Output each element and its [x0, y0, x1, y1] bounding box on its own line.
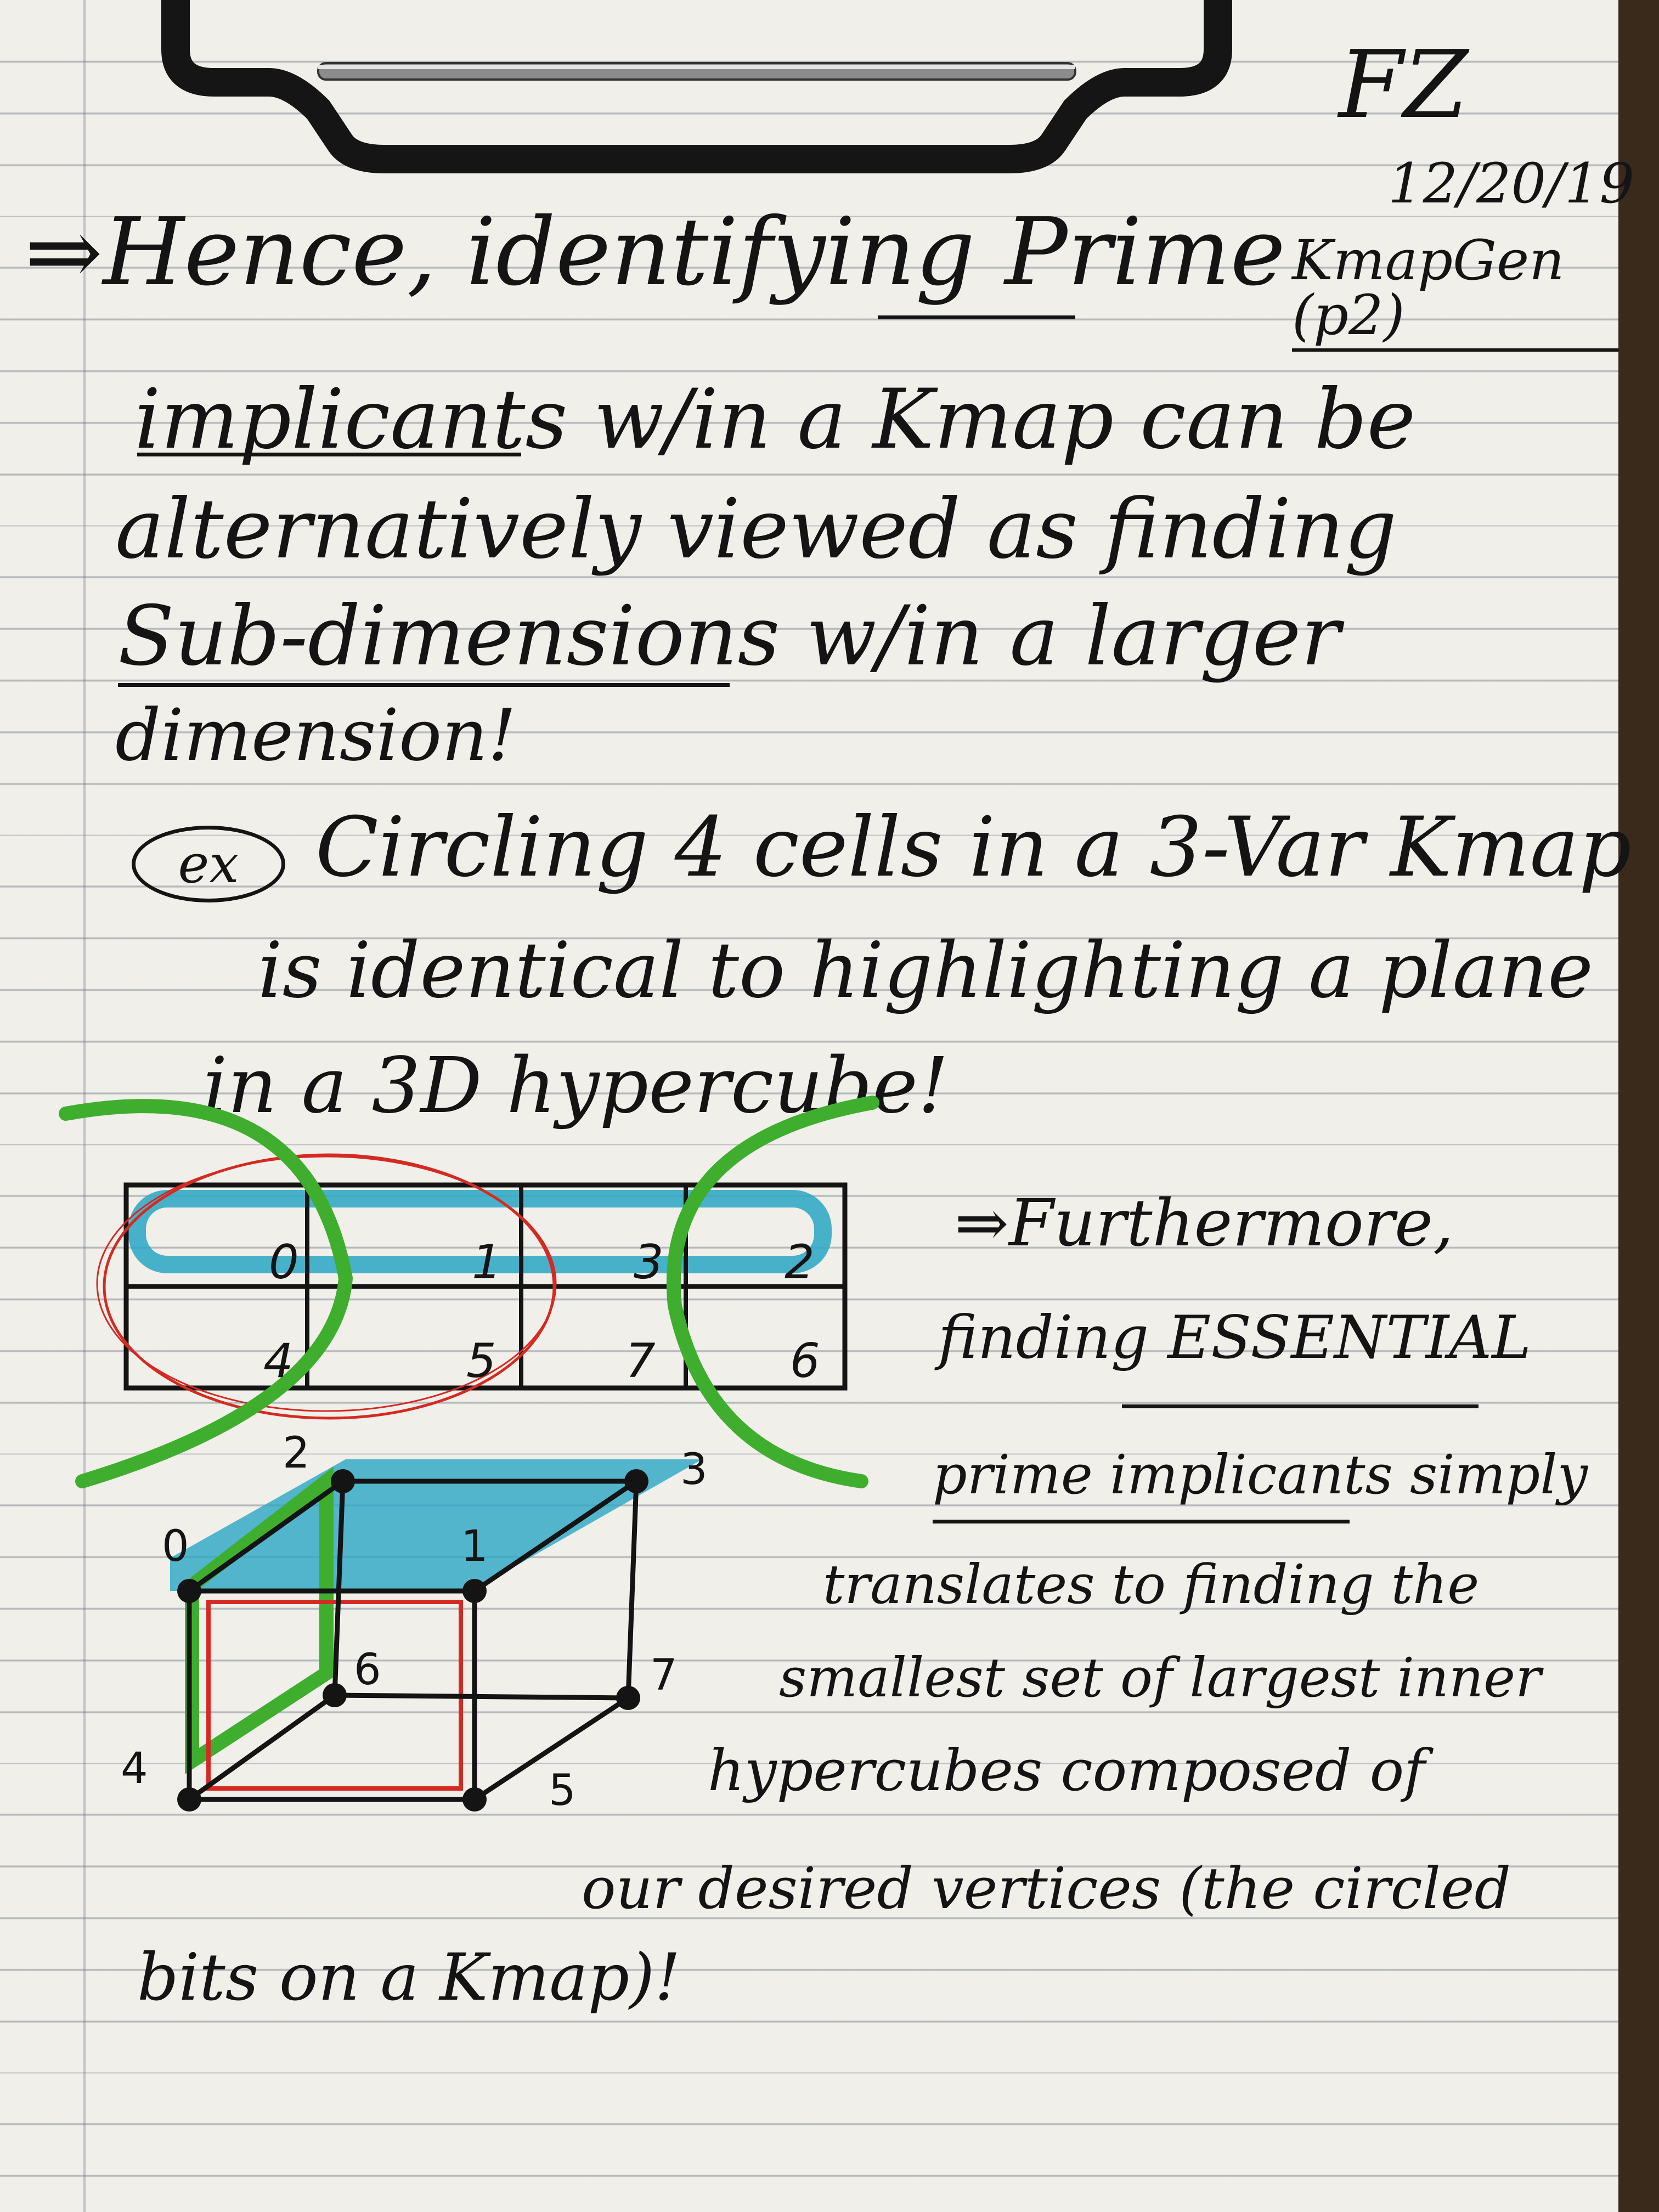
- furthermore-line-2: finding ESSENTIAL: [938, 1308, 1531, 1368]
- furthermore-line-1: ⇒Furthermore,: [955, 1185, 1454, 1261]
- kmap-diagram: 0 1 3 2 4 5 7 6: [59, 1096, 879, 1488]
- kmap-cell: 2: [785, 1235, 815, 1290]
- underline-prime: [878, 315, 1075, 319]
- note-line-2: implicants w/in a Kmap can be: [134, 372, 1416, 467]
- furthermore-line-3: prime implicants simply: [933, 1444, 1588, 1506]
- kmap-green-arc-right: [666, 1096, 879, 1488]
- kmap-cell: 4: [263, 1334, 294, 1389]
- signature-initials: FZ: [1339, 31, 1469, 139]
- cube-edges: [187, 1479, 639, 1802]
- note-line-4: Sub-dimensions w/in a larger: [118, 589, 1341, 684]
- kmap-cell: 5: [466, 1334, 496, 1389]
- note-line-3: alternatively viewed as finding: [115, 482, 1397, 577]
- kmap-green-arc-left: [59, 1099, 353, 1488]
- cube-vertex-label: 1: [461, 1522, 488, 1571]
- note-line-5: dimension!: [115, 693, 517, 777]
- cube-vertex-label: 7: [650, 1651, 678, 1700]
- hypercube-diagram: 0 1 2 3 4 5 6 7: [121, 1429, 708, 1815]
- example-line-2: is identical to highlighting a plane: [258, 926, 1594, 1015]
- furthermore-line-4: translates to finding the: [823, 1554, 1480, 1616]
- cube-vertex-label: 4: [121, 1744, 148, 1793]
- cube-vertex-label: 2: [283, 1429, 310, 1478]
- underline-essential: [1122, 1404, 1479, 1408]
- cube-vertex-label: 3: [680, 1445, 708, 1494]
- kmap-cell: 7: [625, 1334, 656, 1389]
- note-topic: KmapGen (p2): [1292, 233, 1618, 352]
- furthermore-line-7: our desired vertices (the circled: [582, 1855, 1511, 1922]
- cube-vertex-label: 5: [549, 1766, 576, 1815]
- underline-subdimensions: [118, 683, 730, 687]
- furthermore-line-6: hypercubes composed of: [708, 1737, 1425, 1804]
- kmap-red-circle: [103, 1153, 556, 1420]
- cube-vertex-label: 6: [354, 1645, 381, 1695]
- kmap-cell: 3: [634, 1235, 664, 1290]
- furthermore-line-5: smallest set of largest inner: [779, 1647, 1541, 1709]
- note-date: 12/20/19: [1388, 151, 1635, 216]
- furthermore-essential: finding ESSENTIAL: [938, 1304, 1531, 1372]
- kmap-cell: 0: [269, 1235, 299, 1290]
- kmap-blue-highlight: [128, 1190, 832, 1273]
- underline-implicants: [137, 453, 521, 456]
- cube-vertices: [177, 1469, 648, 1812]
- furthermore-line-8: bits on a Kmap)!: [137, 1939, 681, 2015]
- kmap-cell: 1: [472, 1235, 502, 1290]
- example-line-1: Circling 4 cells in a 3-Var Kmap: [315, 800, 1632, 895]
- cube-vertex-label: 0: [162, 1522, 189, 1571]
- clipboard-clip-icon: [161, 0, 1232, 173]
- cube-green-plane: [185, 1466, 334, 1775]
- note-line-1: ⇒Hence, identifying Prime: [25, 198, 1286, 307]
- kmap-cell: 6: [790, 1334, 820, 1389]
- underline-prime-implicants: [933, 1520, 1350, 1523]
- example-tag: ex: [132, 826, 285, 902]
